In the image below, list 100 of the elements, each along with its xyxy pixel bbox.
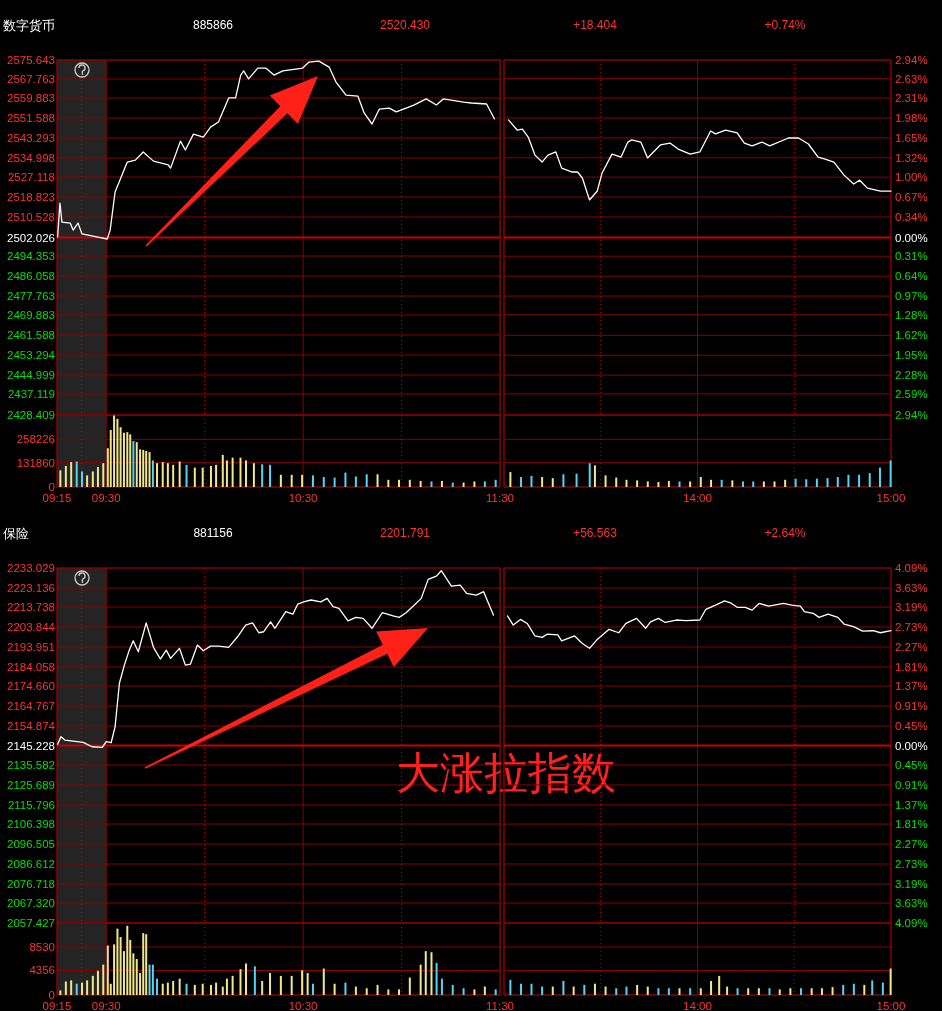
y2-tick-label: 0.67% (895, 191, 928, 204)
y-tick-label: 2437.119 (7, 388, 55, 400)
y2-tick-label: 2.27% (895, 640, 928, 653)
y-tick-label: 2444.999 (7, 369, 55, 381)
y2-tick-label: 3.63% (895, 581, 928, 594)
y-tick-label: 2477.763 (7, 290, 55, 302)
x-tick-label: 15:00 (876, 491, 906, 504)
y2-tick-label: 3.63% (895, 897, 928, 910)
y2-tick-label: 2.73% (895, 857, 928, 870)
y2-tick-label: 1.95% (895, 349, 928, 362)
y-tick-label: 2096.505 (7, 838, 55, 850)
y-tick-label: 2145.228 (7, 739, 55, 752)
y-tick-label: 2510.528 (7, 211, 55, 223)
y-tick-label: 2057.427 (7, 917, 55, 929)
y-tick-label: 4356 (29, 964, 55, 977)
y-tick-label: 2174.660 (7, 680, 55, 692)
text: 2520.430 (379, 18, 431, 32)
y-tick-label: 2543.293 (7, 132, 55, 144)
y-tick-label: 2154.874 (7, 720, 56, 732)
y-tick-label: 2461.588 (7, 329, 55, 341)
x-tick-label: 14:00 (683, 491, 712, 504)
y2-tick-label: 1.98% (895, 111, 928, 124)
x-tick-label: 11:30 (486, 999, 514, 1011)
y2-tick-label: 0.97% (895, 290, 928, 303)
y-tick-label: 2233.029 (7, 562, 55, 574)
y2-tick-label: 2.27% (895, 838, 928, 851)
y-tick-label: 2067.320 (7, 897, 55, 909)
y2-tick-label: 3.19% (895, 601, 928, 614)
text: +18.404 (573, 18, 618, 32)
y-tick-label: 2223.136 (7, 582, 55, 594)
y-tick-label: 2184.058 (7, 661, 55, 673)
y2-tick-label: 3.19% (895, 877, 928, 890)
y2-tick-label: 1.32% (895, 151, 928, 164)
y2-tick-label: 4.09% (895, 562, 928, 574)
y-tick-label: 2469.883 (7, 309, 55, 321)
y2-tick-label: 2.73% (895, 621, 928, 634)
y-tick-label: 2453.294 (7, 349, 56, 361)
x-tick-label: 09:30 (91, 999, 121, 1011)
x-tick-label: 09:15 (42, 999, 72, 1011)
y-tick-label: 2125.689 (7, 779, 55, 791)
text: +2.64% (764, 526, 806, 540)
annotation: 大涨拉指数 (396, 747, 616, 797)
y-tick-label: 2486.058 (7, 270, 55, 282)
y2-tick-label: 1.81% (895, 818, 928, 831)
x-tick-label: 11:30 (486, 491, 514, 504)
y2-tick-label: 2.31% (895, 92, 928, 105)
y-tick-label: 2115.796 (7, 799, 55, 811)
y2-tick-label: 1.62% (895, 329, 928, 342)
y-tick-label: 2086.612 (7, 858, 55, 870)
x-tick-label: 14:00 (683, 999, 712, 1011)
y-tick-label: 2534.998 (7, 152, 55, 164)
y-tick-label: 2135.582 (7, 759, 55, 771)
y2-tick-label: 0.00% (895, 231, 928, 244)
y2-tick-label: 0.91% (895, 700, 928, 713)
y2-tick-label: 2.59% (895, 387, 928, 400)
y2-tick-label: 1.00% (895, 171, 928, 184)
text: +0.74% (764, 18, 806, 32)
y-tick-label: 2203.844 (7, 621, 56, 633)
y-tick-label: 0 (48, 481, 55, 493)
y2-tick-label: 0.00% (895, 739, 928, 752)
y-tick-label: 2193.951 (7, 641, 55, 653)
y-tick-label: 0 (48, 989, 55, 1001)
y2-tick-label: 2.63% (895, 72, 928, 85)
y2-tick-label: 1.65% (895, 131, 928, 144)
y-tick-label: 2164.767 (7, 700, 55, 712)
y2-tick-label: 4.09% (895, 917, 928, 929)
y-tick-label: 2518.823 (7, 191, 55, 203)
y2-tick-label: 1.28% (895, 308, 928, 321)
y2-tick-label: 2.94% (895, 54, 928, 66)
y2-tick-label: 1.37% (895, 680, 928, 693)
text: 2201.791 (379, 526, 431, 540)
y2-tick-label: 2.94% (895, 409, 928, 421)
y-tick-label: 2213.738 (7, 601, 55, 613)
x-tick-label: 10:30 (288, 491, 318, 504)
y2-tick-label: 2.28% (895, 369, 928, 382)
y2-tick-label: 1.81% (895, 660, 928, 673)
y-tick-label: 2076.718 (7, 878, 55, 890)
text: 885866 (192, 18, 234, 32)
y2-tick-label: 0.31% (895, 250, 928, 263)
y2-tick-label: 0.64% (895, 270, 928, 283)
x-tick-label: 09:30 (91, 491, 121, 504)
x-tick-label: 10:30 (288, 999, 318, 1011)
x-tick-label: 15:00 (876, 999, 906, 1011)
chart-title: 保险 (3, 525, 29, 541)
y-tick-label: 2106.398 (7, 818, 55, 830)
y2-tick-label: 0.34% (895, 210, 928, 223)
y-tick-label: 2567.763 (7, 73, 55, 85)
y-tick-label: 258226 (16, 433, 55, 446)
y-tick-label: 2559.883 (7, 92, 55, 104)
y-tick-label: 2428.409 (7, 409, 55, 421)
y2-tick-label: 0.45% (895, 719, 928, 732)
y2-tick-label: 0.91% (895, 778, 928, 791)
y-tick-label: 2494.353 (7, 250, 55, 262)
y-tick-label: 8530 (29, 941, 55, 954)
y-tick-label: 2502.026 (7, 231, 55, 244)
text: 881156 (193, 526, 233, 540)
y-tick-label: 2575.643 (7, 54, 55, 66)
y-tick-label: 2527.118 (7, 171, 55, 183)
text: +56.563 (573, 526, 618, 540)
chart-title: 数字货币 (3, 17, 55, 33)
